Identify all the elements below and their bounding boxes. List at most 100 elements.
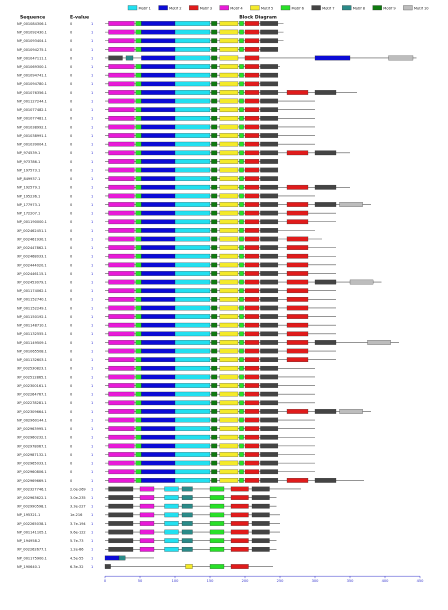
site-count-link[interactable]: 1 — [91, 272, 93, 276]
site-count-link[interactable]: 1 — [91, 470, 93, 474]
site-count-link[interactable]: 1 — [91, 186, 93, 190]
site-count-link[interactable]: 1 — [91, 281, 93, 285]
motif-block — [219, 176, 239, 181]
site-count-link[interactable]: 1 — [91, 255, 93, 259]
sequence-row: NP_001038991.1 0 1 — [17, 133, 315, 138]
motif-block — [219, 434, 239, 440]
site-count-link[interactable]: 1 — [91, 212, 93, 216]
sequence-row: NP_001069300.1 0 1 — [17, 64, 280, 69]
site-count-link[interactable]: 1 — [91, 306, 93, 310]
site-count-link[interactable]: 1 — [91, 505, 93, 509]
site-count-link[interactable]: 1 — [91, 134, 93, 138]
motif-block — [174, 469, 211, 475]
site-count-link[interactable]: 1 — [91, 418, 93, 422]
site-count-link[interactable]: 1 — [91, 177, 93, 181]
site-count-link[interactable]: 1 — [91, 496, 93, 500]
site-count-link[interactable]: 1 — [91, 358, 93, 362]
site-count-link[interactable]: 1 — [91, 479, 93, 483]
site-count-link[interactable]: 1 — [91, 332, 93, 336]
site-count-link[interactable]: 1 — [91, 263, 93, 267]
site-count-link[interactable]: 1 — [91, 194, 93, 198]
site-count-link[interactable]: 1 — [91, 393, 93, 397]
site-count-link[interactable]: 1 — [91, 367, 93, 371]
motif-block — [174, 297, 211, 302]
evalue-cell: 0 — [70, 99, 72, 103]
site-count-link[interactable]: 1 — [91, 74, 93, 78]
motif-block — [211, 159, 218, 164]
site-count-link[interactable]: 1 — [91, 513, 93, 517]
sequence-row: NP_192579.1 0 1 — [17, 184, 350, 190]
site-count-link[interactable]: 1 — [91, 168, 93, 172]
motif-block — [286, 322, 309, 328]
site-count-link[interactable]: 1 — [91, 31, 93, 35]
site-count-link[interactable]: 1 — [91, 151, 93, 155]
motif-block — [286, 202, 309, 207]
sequence-row: NP_001076356.1 0 1 — [17, 90, 357, 95]
motif-block — [219, 409, 239, 414]
sequence-row: XP_002965033.1 0 1 — [17, 460, 315, 466]
site-count-link[interactable]: 1 — [91, 108, 93, 112]
site-count-link[interactable]: 1 — [91, 444, 93, 448]
motif-block — [260, 38, 279, 44]
site-count-link[interactable]: 1 — [91, 462, 93, 466]
site-count-link[interactable]: 1 — [91, 410, 93, 414]
site-count-link[interactable]: 1 — [91, 246, 93, 250]
site-count-link[interactable]: 1 — [91, 117, 93, 121]
motif-block — [260, 81, 279, 87]
site-count-link[interactable]: 1 — [91, 436, 93, 440]
site-count-link[interactable]: 1 — [91, 522, 93, 526]
motif-block — [135, 478, 142, 483]
site-count-link[interactable]: 1 — [91, 539, 93, 543]
site-count-link[interactable]: 1 — [91, 324, 93, 328]
site-count-link[interactable]: 1 — [91, 82, 93, 86]
site-count-link[interactable]: 1 — [91, 349, 93, 353]
site-count-link[interactable]: 1 — [91, 125, 93, 129]
site-count-link[interactable]: 1 — [91, 384, 93, 388]
site-count-link[interactable]: 1 — [91, 427, 93, 431]
site-count-link[interactable]: 1 — [91, 22, 93, 26]
site-count-link[interactable]: 1 — [91, 548, 93, 552]
site-count-link[interactable]: 1 — [91, 556, 93, 560]
motif-block — [141, 271, 176, 276]
sequence-name: NP_192579.1 — [17, 186, 40, 190]
sequence-row: NP_002960144.1 0 1 — [17, 417, 315, 423]
site-count-link[interactable]: 1 — [91, 565, 93, 569]
site-count-link[interactable]: 1 — [91, 39, 93, 43]
site-count-link[interactable]: 1 — [91, 401, 93, 405]
site-count-link[interactable]: 1 — [91, 315, 93, 319]
site-count-link[interactable]: 1 — [91, 487, 93, 491]
site-count-link[interactable]: 1 — [91, 453, 93, 457]
site-count-link[interactable]: 1 — [91, 298, 93, 302]
motif-block — [108, 21, 135, 26]
site-count-link[interactable]: 1 — [91, 237, 93, 241]
motif-block — [108, 417, 135, 423]
site-count-link[interactable]: 1 — [91, 203, 93, 207]
motif-block — [174, 253, 211, 259]
motif-block — [244, 365, 260, 371]
motif-block — [174, 426, 211, 431]
site-count-link[interactable]: 1 — [91, 220, 93, 224]
site-count-link[interactable]: 1 — [91, 143, 93, 147]
motif-block — [174, 150, 211, 156]
motif-block — [108, 262, 135, 268]
motif-block — [244, 245, 260, 250]
evalue-cell: 1.2e-66 — [70, 548, 83, 552]
motif-block — [174, 271, 211, 276]
motif-block — [108, 184, 135, 190]
motif-block — [211, 460, 218, 466]
site-count-link[interactable]: 1 — [91, 289, 93, 293]
site-count-link[interactable]: 1 — [91, 530, 93, 534]
motif-block — [141, 228, 176, 233]
site-count-link[interactable]: 1 — [91, 99, 93, 103]
site-count-link[interactable]: 1 — [91, 56, 93, 60]
sequence-row: XP_002461930.1 0 1 — [17, 236, 322, 241]
site-count-link[interactable]: 1 — [91, 48, 93, 52]
site-count-link[interactable]: 1 — [91, 65, 93, 69]
site-count-link[interactable]: 1 — [91, 375, 93, 379]
site-count-link[interactable]: 1 — [91, 91, 93, 95]
site-count-link[interactable]: 1 — [91, 160, 93, 164]
site-count-link[interactable]: 1 — [91, 341, 93, 345]
motif-block — [135, 72, 142, 78]
motif-block — [135, 357, 142, 363]
site-count-link[interactable]: 1 — [91, 229, 93, 233]
